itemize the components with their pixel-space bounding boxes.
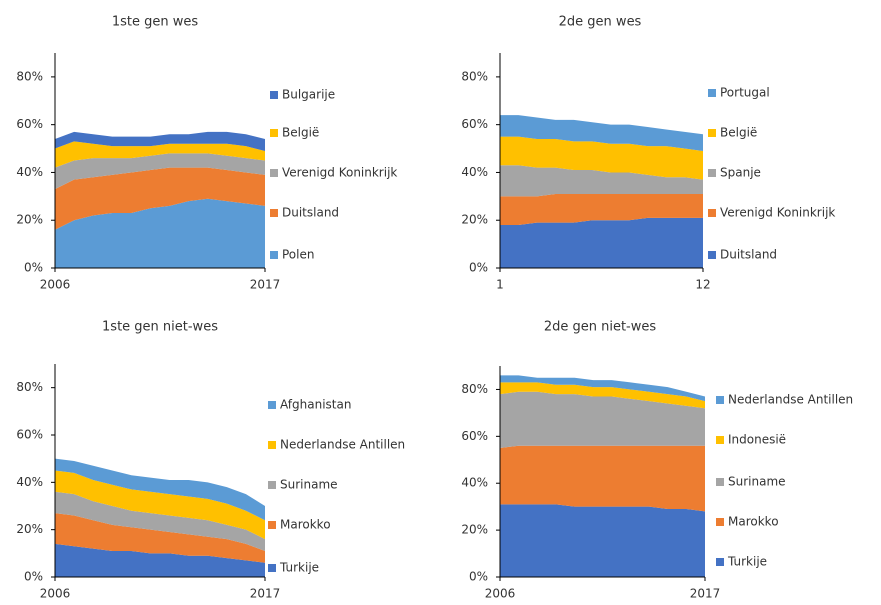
area: [500, 391, 705, 449]
legend-label: Spanje: [720, 166, 761, 180]
legend-swatch: [708, 169, 716, 177]
legend-label: Bulgarije: [282, 88, 335, 102]
legend-label: Marokko: [728, 515, 779, 529]
legend-label: Duitsland: [282, 206, 339, 220]
area: [500, 217, 703, 268]
legend-swatch: [270, 209, 278, 217]
area: [55, 198, 265, 268]
legend-label: Nederlandse Antillen: [728, 393, 853, 407]
y-tick-label: 80%: [16, 69, 43, 83]
x-tick-label: 2006: [40, 278, 71, 292]
area: [500, 375, 705, 402]
area: [500, 193, 703, 225]
legend-label: Marokko: [280, 518, 331, 532]
legend-swatch: [270, 251, 278, 259]
legend-label: Afghanistan: [280, 398, 351, 412]
area: [55, 153, 265, 190]
chart-title: 2de gen niet-wes: [544, 320, 657, 335]
chart-title: 2de gen wes: [559, 15, 642, 30]
legend-swatch: [270, 91, 278, 99]
legend-label: Verenigd Koninkrijk: [720, 206, 835, 220]
legend-label: Turkije: [727, 555, 767, 569]
area: [55, 458, 265, 521]
legend-label: België: [282, 126, 319, 140]
legend-label: België: [720, 126, 757, 140]
legend-swatch: [708, 89, 716, 97]
area: [500, 445, 705, 512]
legend-swatch: [268, 441, 276, 449]
legend-label: Portugal: [720, 86, 770, 100]
y-tick-label: 60%: [461, 117, 488, 131]
y-tick-label: 0%: [24, 261, 43, 275]
legend-label: Suriname: [728, 475, 786, 489]
y-tick-label: 20%: [461, 213, 488, 227]
legend-label: Polen: [282, 248, 314, 262]
y-tick-label: 40%: [461, 476, 488, 490]
area: [55, 141, 265, 168]
x-tick-label: 12: [695, 278, 710, 292]
y-tick-label: 0%: [469, 570, 488, 584]
legend-label: Duitsland: [720, 248, 777, 262]
legend-swatch: [708, 209, 716, 217]
area: [500, 115, 703, 151]
area: [55, 131, 265, 151]
area: [55, 543, 265, 577]
y-tick-label: 20%: [16, 522, 43, 536]
y-tick-label: 60%: [16, 117, 43, 131]
legend-swatch: [716, 436, 724, 444]
legend-swatch: [708, 251, 716, 259]
legend-label: Nederlandse Antillen: [280, 438, 405, 452]
y-tick-label: 80%: [461, 69, 488, 83]
area: [500, 136, 703, 180]
area: [500, 382, 705, 409]
y-tick-label: 40%: [16, 165, 43, 179]
legend-swatch: [268, 564, 276, 572]
area: [55, 167, 265, 230]
chart-title: 1ste gen niet-wes: [102, 320, 218, 335]
legend-swatch: [708, 129, 716, 137]
legend-label: Turkije: [279, 561, 319, 575]
y-tick-label: 40%: [461, 165, 488, 179]
area: [500, 165, 703, 197]
legend-swatch: [716, 558, 724, 566]
legend-swatch: [268, 481, 276, 489]
legend-swatch: [270, 129, 278, 137]
area: [500, 504, 705, 577]
y-tick-label: 40%: [16, 475, 43, 489]
legend-label: Verenigd Koninkrijk: [282, 166, 397, 180]
y-tick-label: 60%: [461, 429, 488, 443]
legend-swatch: [270, 169, 278, 177]
y-tick-label: 20%: [16, 213, 43, 227]
legend-swatch: [268, 401, 276, 409]
x-tick-label: 2006: [485, 587, 516, 601]
y-tick-label: 20%: [461, 523, 488, 537]
legend-label: Indonesië: [728, 433, 786, 447]
legend-label: Suriname: [280, 478, 338, 492]
legend-swatch: [716, 478, 724, 486]
y-tick-label: 0%: [469, 261, 488, 275]
area: [55, 513, 265, 563]
legend-swatch: [268, 521, 276, 529]
x-tick-label: 2017: [250, 587, 281, 601]
x-tick-label: 2006: [40, 587, 71, 601]
x-tick-label: 1: [496, 278, 504, 292]
x-tick-label: 2017: [250, 278, 281, 292]
y-tick-label: 80%: [461, 382, 488, 396]
x-tick-label: 2017: [690, 587, 721, 601]
legend-swatch: [716, 396, 724, 404]
area: [55, 470, 265, 540]
y-tick-label: 80%: [16, 380, 43, 394]
y-tick-label: 60%: [16, 428, 43, 442]
legend-swatch: [716, 518, 724, 526]
area: [55, 491, 265, 551]
chart-title: 1ste gen wes: [112, 15, 199, 30]
y-tick-label: 0%: [24, 570, 43, 584]
